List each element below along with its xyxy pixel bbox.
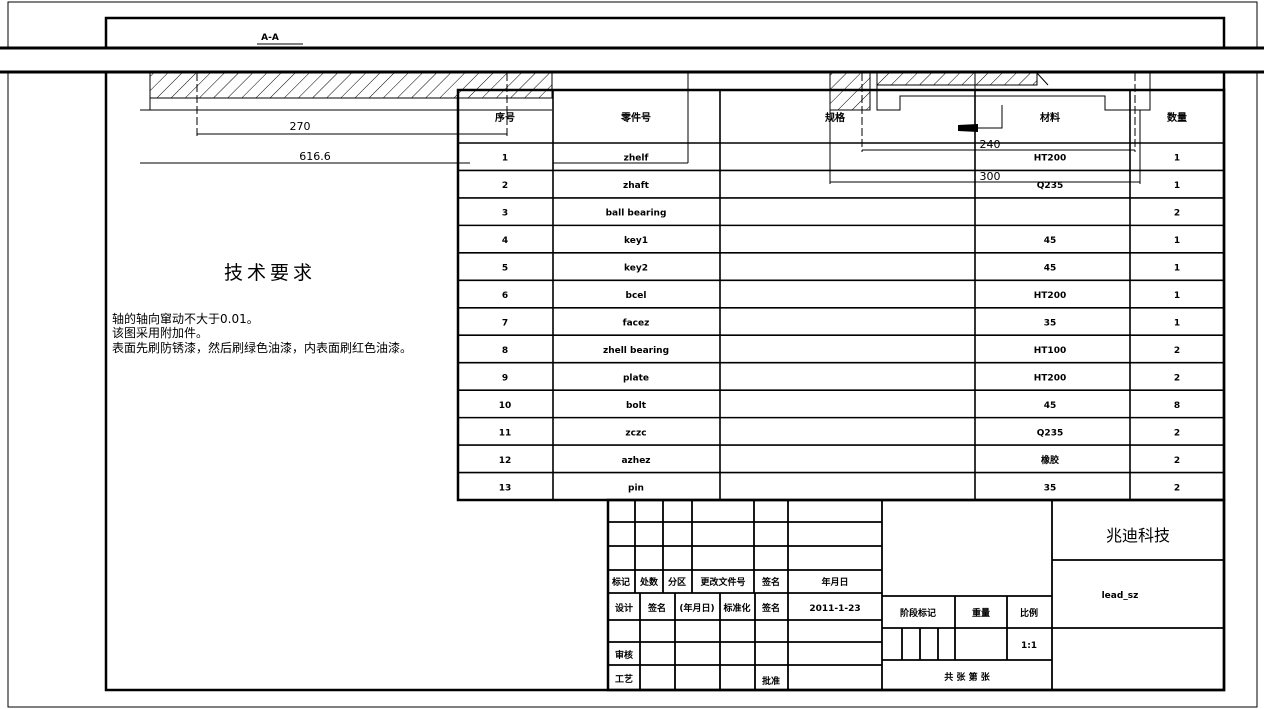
bom-cell-no: 1 — [502, 154, 508, 164]
bom-cell-name: key2 — [624, 264, 648, 274]
bom-cell-no: 4 — [502, 236, 508, 246]
review-label: 审核 — [615, 649, 633, 661]
band-gap — [0, 49, 1264, 71]
title-block-design-cell: 签名 — [761, 602, 780, 614]
bom-cell-qty: 1 — [1174, 181, 1180, 191]
bom-cell-qty: 2 — [1174, 483, 1180, 493]
bom-cell-name: zhaft — [623, 181, 650, 191]
outer-border — [7, 1, 1258, 708]
bom-cell-no: 10 — [499, 401, 512, 411]
bom-cell-name: bcel — [626, 291, 647, 301]
dimension-240: 240 — [980, 138, 1001, 151]
title-block-design-cell: 设计 — [615, 602, 633, 614]
dimension-270: 270 — [290, 120, 311, 133]
title-block-design-cell: (年月日) — [679, 602, 714, 614]
bom-cell-qty: 1 — [1174, 264, 1180, 274]
bom-cell-material: 45 — [1044, 236, 1057, 246]
scale-value: 1:1 — [1021, 641, 1037, 651]
bom-cell-material: HT200 — [1034, 154, 1066, 164]
bom-cell-no: 11 — [499, 428, 512, 438]
sheets-label: 共 张 第 张 — [944, 671, 990, 683]
bom-cell-no: 9 — [502, 373, 508, 383]
bom-cell-no: 12 — [499, 456, 512, 466]
bom-cell-material: 35 — [1044, 319, 1057, 329]
bom-header-cell: 材料 — [1040, 111, 1060, 124]
bom-cell-qty: 2 — [1174, 428, 1180, 438]
bom-cell-material: Q235 — [1037, 428, 1063, 438]
title-block-design-cell: 2011-1-23 — [809, 604, 860, 614]
bom-cell-material: 35 — [1044, 483, 1057, 493]
title-block-design-cell: 签名 — [647, 602, 666, 614]
approve-label: 批准 — [762, 675, 780, 687]
right-part-section — [829, 72, 1151, 190]
company-name: 兆迪科技 — [1106, 526, 1170, 545]
bom-header-cell: 数量 — [1167, 111, 1187, 124]
stage-mark-label: 阶段标记 — [900, 607, 936, 619]
title-block-header-cell: 分区 — [668, 576, 686, 588]
bom-cell-name: zhell bearing — [603, 346, 669, 356]
bom-cell-material: 45 — [1044, 264, 1057, 274]
bom-cell-qty: 2 — [1174, 346, 1180, 356]
tech-requirement-line: 轴的轴向窜动不大于0.01。 — [112, 311, 259, 326]
title-block-header-cell: 更改文件号 — [700, 576, 745, 588]
bom-cell-qty: 1 — [1174, 154, 1180, 164]
bom-cell-qty: 8 — [1174, 401, 1180, 411]
title-block-header-cell: 年月日 — [821, 576, 848, 588]
title-block-header-cell: 签名 — [761, 576, 780, 588]
process-label: 工艺 — [615, 673, 633, 685]
section-label: A-A — [261, 33, 279, 43]
bom-header-cell: 序号 — [495, 111, 515, 124]
bom-cell-no: 7 — [502, 319, 508, 329]
bom-cell-material: HT100 — [1034, 346, 1066, 356]
tech-requirements-title: 技术要求 — [224, 262, 316, 284]
bom-cell-name: bolt — [626, 401, 647, 411]
bom-cell-no: 5 — [502, 264, 508, 274]
bom-cell-no: 2 — [502, 181, 508, 191]
bom-cell-name: zhelf — [624, 154, 649, 164]
bom-cell-name: plate — [623, 373, 649, 383]
title-block-header-cell: 处数 — [639, 576, 659, 588]
bom-cell-no: 13 — [499, 483, 512, 493]
bom-cell-name: zczc — [625, 428, 646, 438]
bom-cell-no: 6 — [502, 291, 508, 301]
bom-cell-no: 8 — [502, 346, 508, 356]
dimension-300: 300 — [980, 170, 1001, 183]
bom-cell-qty: 1 — [1174, 319, 1180, 329]
bom-cell-name: facez — [623, 319, 650, 329]
bom-cell-no: 3 — [502, 209, 508, 219]
bom-cell-material: Q235 — [1037, 181, 1063, 191]
part-name: lead_sz — [1102, 591, 1139, 601]
bom-cell-qty: 2 — [1174, 209, 1180, 219]
weight-label: 重量 — [972, 607, 990, 619]
tech-requirement-line: 该图采用附加件。 — [112, 326, 208, 340]
dimension-616: 616.6 — [299, 150, 331, 163]
bom-cell-name: pin — [628, 483, 644, 493]
bom-cell-qty: 2 — [1174, 456, 1180, 466]
left-part-section — [140, 72, 689, 164]
title-block-header-cell: 标记 — [611, 576, 630, 588]
bom-header-cell: 零件号 — [620, 111, 651, 124]
tech-requirement-line: 表面先刷防锈漆，然后刷绿色油漆，内表面刷红色油漆。 — [112, 340, 412, 355]
bom-cell-material: 45 — [1044, 401, 1057, 411]
bom-header-cell: 规格 — [825, 111, 846, 124]
bom-cell-qty: 1 — [1174, 236, 1180, 246]
title-block-design-cell: 标准化 — [722, 602, 750, 614]
bom-cell-name: ball bearing — [606, 209, 667, 219]
bom-cell-material: 橡胶 — [1041, 454, 1059, 466]
bom-border — [456, 88, 1226, 502]
bom-cell-qty: 2 — [1174, 373, 1180, 383]
scale-label: 比例 — [1020, 607, 1038, 619]
bom-cell-name: key1 — [624, 236, 648, 246]
bom-cell-material: HT200 — [1034, 373, 1066, 383]
bom-cell-qty: 1 — [1174, 291, 1180, 301]
bom-table: 序号 零件号 规格 材料 数量1 zhelf HT200 12 zhaft Q235 13 ball … — [456, 88, 1226, 502]
bom-cell-name: azhez — [621, 456, 650, 466]
bom-cell-material: HT200 — [1034, 291, 1066, 301]
